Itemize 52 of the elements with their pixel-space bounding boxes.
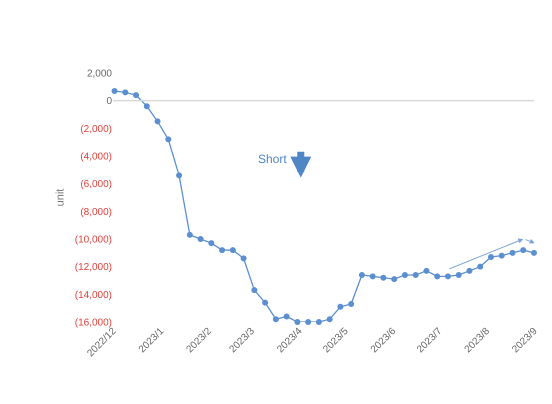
y-tick-label: 0	[106, 96, 112, 108]
point	[165, 136, 172, 142]
point	[444, 273, 451, 280]
y-tick-label: (4,000)	[80, 152, 112, 162]
point	[380, 274, 386, 281]
point	[402, 272, 408, 278]
point	[272, 316, 279, 322]
point	[456, 272, 462, 278]
point	[488, 254, 494, 260]
point	[434, 273, 440, 280]
y-tick-label: (10,000)	[74, 234, 112, 246]
point	[198, 236, 204, 242]
y-tick-label: (14,000)	[74, 290, 112, 301]
point	[358, 272, 365, 278]
point	[466, 268, 472, 274]
point	[284, 313, 290, 320]
point	[348, 301, 354, 308]
y-axis-title: unit	[54, 188, 66, 206]
y-tick-label: (8,000)	[80, 206, 112, 218]
point	[531, 250, 537, 256]
point	[240, 255, 247, 262]
point	[520, 247, 526, 254]
point	[219, 247, 226, 254]
point	[477, 264, 484, 270]
point	[208, 240, 214, 246]
point	[316, 319, 322, 325]
y-tick-label: (6,000)	[80, 179, 112, 190]
point	[251, 287, 258, 294]
point	[509, 250, 516, 256]
point	[294, 319, 300, 325]
point	[326, 316, 333, 322]
point	[133, 92, 140, 98]
point	[423, 268, 430, 274]
point	[391, 276, 398, 282]
point	[230, 247, 236, 254]
point	[498, 252, 505, 259]
point	[262, 300, 268, 306]
point	[122, 89, 128, 96]
point	[144, 103, 150, 110]
y-tick-label: (12,000)	[74, 262, 112, 274]
annotation: Short	[258, 152, 288, 166]
point	[176, 172, 182, 178]
point	[370, 273, 376, 280]
point	[412, 272, 419, 278]
y-tick-label: 2,000	[86, 68, 112, 80]
y-tick-label: (2,000)	[80, 124, 112, 135]
point	[112, 88, 118, 94]
point	[337, 304, 344, 310]
y-tick-label: (16,000)	[74, 318, 112, 328]
point	[186, 232, 193, 238]
point	[154, 118, 161, 124]
point	[305, 319, 312, 325]
